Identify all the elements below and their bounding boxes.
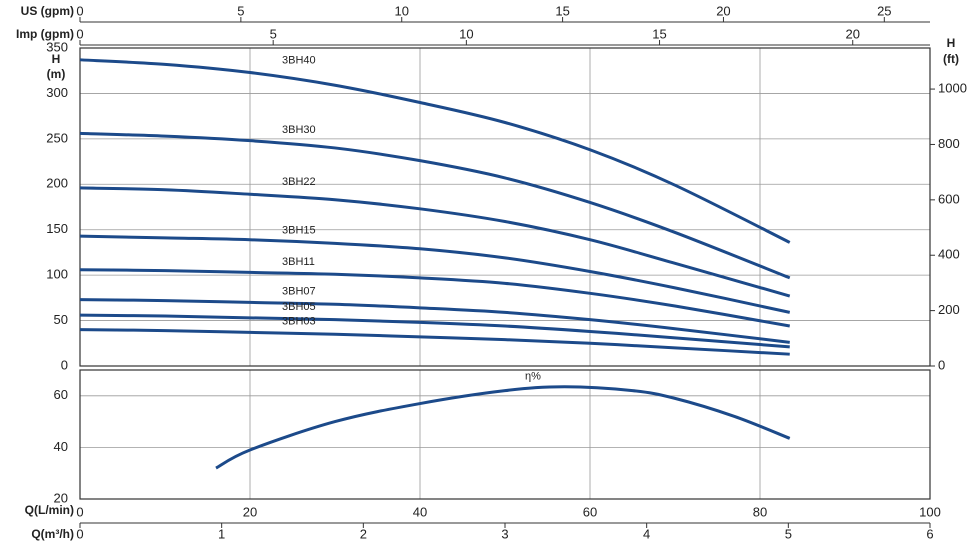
series-label: 3BH22 <box>282 176 316 188</box>
top-tick-label: 15 <box>652 26 666 41</box>
x-axis-title: Q(L/min) <box>25 503 74 517</box>
y2-axis-title: H <box>947 36 956 50</box>
x-tick-label: 100 <box>919 504 941 519</box>
top-tick-label: 20 <box>845 26 859 41</box>
y-tick-label: 250 <box>46 130 68 145</box>
y-tick-label: 350 <box>46 39 68 54</box>
y2-tick-label: 1000 <box>938 81 967 96</box>
series-label: 3BH15 <box>282 224 316 236</box>
y-tick-label: 40 <box>54 439 68 454</box>
x-tick-label: 60 <box>583 504 597 519</box>
plot-frame <box>79 47 931 367</box>
x-tick-label: 80 <box>753 504 767 519</box>
bottom-tick-label: 6 <box>926 526 933 541</box>
series-label: η% <box>525 371 541 383</box>
top-tick-label: 25 <box>877 3 891 18</box>
series-label: 3BH05 <box>282 301 316 313</box>
top-tick-label: 10 <box>394 3 408 18</box>
top-tick-label: 10 <box>459 26 473 41</box>
curve <box>79 58 791 244</box>
curve <box>79 131 791 280</box>
curve <box>79 268 791 328</box>
curve <box>79 234 791 314</box>
y2-axis-unit: (ft) <box>943 52 959 66</box>
axis-title: Imp (gpm) <box>16 27 74 41</box>
curve <box>79 328 790 356</box>
bottom-tick-label: 1 <box>218 526 225 541</box>
y2-tick-label: 0 <box>938 357 945 372</box>
curve <box>79 298 790 344</box>
curve <box>79 313 790 349</box>
x-tick-label: 20 <box>243 504 257 519</box>
y-axis-unit: (m) <box>47 67 66 81</box>
y-tick-label: 0 <box>61 357 68 372</box>
plot-frame <box>79 369 931 500</box>
top-tick-label: 15 <box>555 3 569 18</box>
curve <box>215 385 791 470</box>
axis-title: US (gpm) <box>21 4 74 18</box>
y-tick-label: 100 <box>46 267 68 282</box>
series-label: 3BH30 <box>282 124 316 136</box>
bottom-tick-label: 0 <box>76 526 83 541</box>
top-tick-label: 0 <box>76 3 83 18</box>
y-tick-label: 300 <box>46 85 68 100</box>
top-tick-label: 5 <box>237 3 244 18</box>
bottom-tick-label: 4 <box>643 526 650 541</box>
y-tick-label: 60 <box>54 387 68 402</box>
y-tick-label: 150 <box>46 221 68 236</box>
top-tick-label: 5 <box>270 26 277 41</box>
y-tick-label: 20 <box>54 490 68 505</box>
bottom-tick-label: 3 <box>501 526 508 541</box>
bottom-tick-label: 5 <box>785 526 792 541</box>
y2-tick-label: 400 <box>938 247 960 262</box>
curve <box>79 186 791 298</box>
y2-tick-label: 600 <box>938 191 960 206</box>
series-label: 3BH03 <box>282 316 316 328</box>
bottom-tick-label: 2 <box>360 526 367 541</box>
y-tick-label: 200 <box>46 176 68 191</box>
top-tick-label: 0 <box>76 26 83 41</box>
y-tick-label: 50 <box>54 312 68 327</box>
x-tick-label: 40 <box>413 504 427 519</box>
y2-tick-label: 800 <box>938 136 960 151</box>
axis-title: Q(m³/h) <box>31 527 74 541</box>
series-label: 3BH07 <box>282 286 316 298</box>
x-tick-label: 0 <box>76 504 83 519</box>
series-label: 3BH40 <box>282 55 316 67</box>
top-tick-label: 20 <box>716 3 730 18</box>
y2-tick-label: 200 <box>938 302 960 317</box>
y-axis-title: H <box>52 52 61 66</box>
series-label: 3BH11 <box>282 256 315 268</box>
